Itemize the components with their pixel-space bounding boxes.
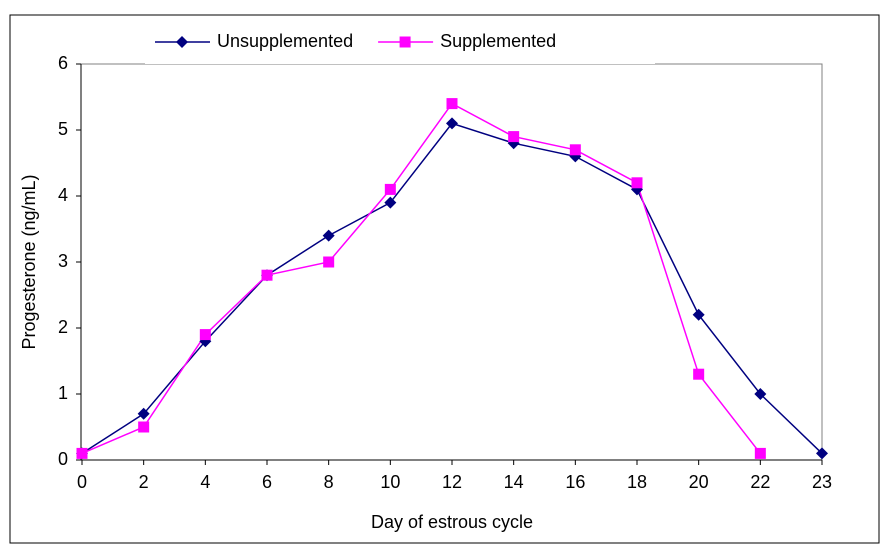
y-tick-label: 6 — [58, 53, 68, 73]
marker — [399, 36, 411, 48]
x-tick-label: 18 — [627, 472, 647, 492]
marker — [569, 144, 581, 156]
marker — [446, 117, 458, 130]
marker — [754, 388, 767, 400]
y-tick-label: 5 — [58, 119, 68, 139]
x-axis-label: Day of estrous cycle — [371, 512, 533, 532]
marker — [322, 229, 335, 242]
marker — [138, 421, 150, 433]
x-tick-label: 10 — [380, 472, 400, 492]
y-tick-label: 4 — [58, 185, 68, 205]
marker — [446, 98, 458, 110]
marker — [692, 308, 705, 321]
x-tick-label: 22 — [750, 472, 770, 492]
marker — [631, 177, 643, 189]
marker — [261, 269, 273, 281]
marker — [816, 447, 828, 460]
marker — [137, 407, 150, 420]
marker — [199, 329, 211, 341]
x-tick-label: 23 — [812, 472, 832, 492]
x-tick-label: 4 — [200, 472, 210, 492]
y-tick-label: 3 — [58, 251, 68, 271]
marker — [176, 36, 188, 48]
marker — [508, 131, 520, 143]
y-tick-label: 0 — [58, 449, 68, 469]
legend-label: Supplemented — [440, 31, 556, 51]
x-tick-label: 6 — [262, 472, 272, 492]
x-tick-label: 20 — [689, 472, 709, 492]
marker — [693, 368, 705, 380]
chart-frame — [9, 14, 880, 544]
series-line — [81, 122, 823, 455]
marker — [754, 447, 766, 459]
y-axis-label: Progesterone (ng/mL) — [19, 174, 39, 349]
marker — [323, 256, 335, 268]
x-tick-label: 8 — [324, 472, 334, 492]
x-tick-label: 0 — [77, 472, 87, 492]
marker — [384, 196, 397, 209]
x-tick-label: 2 — [139, 472, 149, 492]
legend-label: Unsupplemented — [217, 31, 353, 51]
marker — [76, 447, 88, 459]
y-tick-label: 1 — [58, 383, 68, 403]
marker — [384, 183, 396, 195]
series-line — [81, 102, 761, 455]
x-tick-label: 14 — [504, 472, 524, 492]
x-tick-label: 12 — [442, 472, 462, 492]
y-tick-label: 2 — [58, 317, 68, 337]
x-tick-label: 16 — [565, 472, 585, 492]
legend: Unsupplemented Supplemented — [145, 26, 655, 64]
